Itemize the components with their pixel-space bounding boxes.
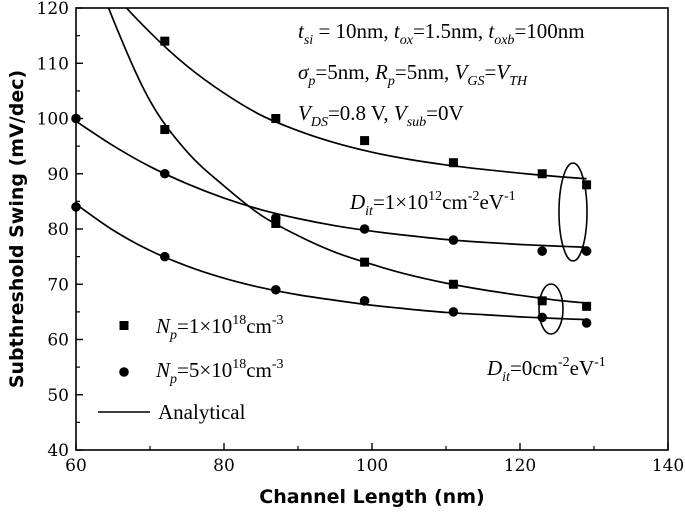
x-axis-title: Channel Length (nm) [259,486,484,508]
ellipse-dit-zero [538,283,564,335]
legend-circle-label: Np=5×1018cm-3 [155,357,284,387]
y-tick-label: 110 [37,54,69,74]
y-tick-label: 100 [37,110,69,130]
y-tick-label: 70 [47,275,69,295]
data-point-square [582,301,592,311]
x-tick-label: 140 [652,456,684,476]
data-point-circle [581,246,592,256]
y-tick-label: 40 [47,441,69,461]
data-point-circle [581,318,592,328]
annotation-dit-high: Dit=1×1012cm-2eV-1 [349,189,516,219]
y-tick-label: 60 [47,331,69,351]
x-tick-label: 80 [213,456,235,476]
x-tick-label: 100 [356,456,388,476]
x-tick-label: 120 [504,456,536,476]
data-point-circle [160,251,170,262]
legend-square-marker [119,321,129,330]
y-tick-label: 80 [47,220,69,240]
analytical-curve-3 [107,8,587,304]
data-point-square [360,136,370,146]
data-point-square [271,218,281,228]
data-point-circle [448,307,459,317]
y-axis-title: Subthreshold Swing (mV/dec) [6,70,28,388]
x-tick-label: 60 [65,456,87,476]
data-point-square [448,279,458,289]
data-point-square [537,169,547,179]
legend-square-label: Np=1×1018cm-3 [155,313,284,343]
analytical-curve-1 [125,8,587,180]
legend-line-label: Analytical [158,400,246,424]
legend-circle-marker [119,367,129,377]
annotation-dit-zero: Dit=0cm-2eV-1 [486,355,606,385]
ellipse-dit-high [558,162,588,262]
data-point-circle [537,246,547,256]
data-point-square [582,180,592,190]
data-point-circle [359,224,370,234]
data-point-square [160,125,170,135]
parameter-line-3: VDS=0.8 V, Vsub=0V [298,101,464,130]
y-tick-label: 50 [47,386,69,406]
data-point-circle [271,284,281,295]
data-point-square [537,296,547,306]
data-point-square [360,257,370,267]
parameter-line-1: tsi = 10nm, tox=1.5nm, toxb=100nm [298,19,585,48]
data-point-square [160,36,170,46]
y-tick-label: 90 [47,165,69,185]
data-point-circle [448,235,459,245]
data-point-square [448,158,458,168]
data-point-square [271,114,281,123]
data-point-circle [359,296,370,306]
y-tick-label: 120 [37,0,69,19]
parameter-line-2: σp=5nm, Rp=5nm, VGS=VTH [298,60,528,89]
data-point-circle [160,168,170,179]
